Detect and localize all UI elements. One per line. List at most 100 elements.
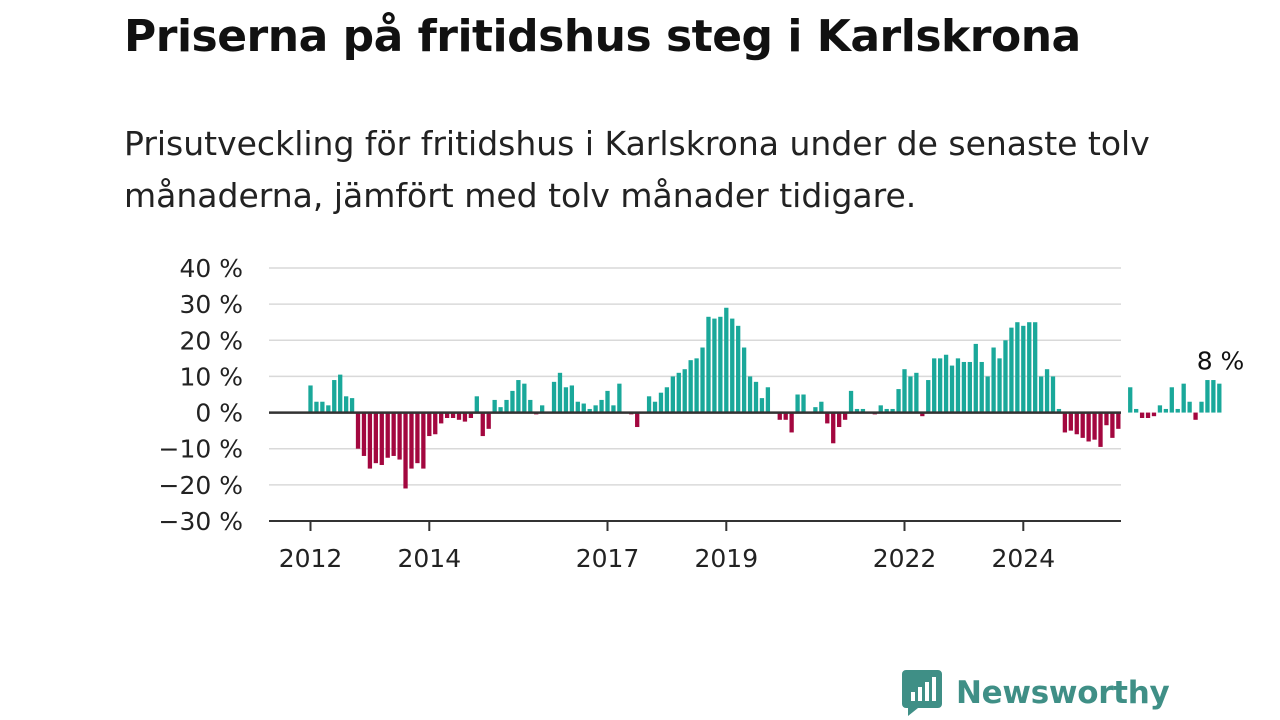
bar: [854, 408, 860, 413]
bar: [379, 412, 384, 465]
bar: [848, 390, 854, 413]
bar: [937, 358, 943, 413]
bar: [860, 408, 866, 413]
bar: [462, 412, 468, 422]
chart-title: Priserna på fritidshus steg i Karlskrona: [124, 11, 1081, 62]
y-tick-label: 10 %: [179, 362, 243, 391]
bar: [480, 412, 485, 437]
bar: [635, 412, 640, 428]
bar: [914, 372, 919, 413]
bar: [783, 412, 788, 420]
bar: [1163, 408, 1169, 413]
x-tick-label: 2022: [873, 544, 937, 573]
bar: [819, 401, 824, 413]
bars: [308, 307, 1222, 489]
bar: [961, 361, 967, 413]
bar: [949, 365, 955, 413]
bar: [1139, 412, 1145, 418]
bar: [676, 372, 681, 413]
bar: [1193, 412, 1198, 420]
bar: [1187, 401, 1192, 413]
bar: [908, 376, 913, 413]
x-tick-label: 2017: [576, 544, 640, 573]
bar: [1074, 412, 1079, 435]
bar: [955, 358, 961, 413]
bar: [391, 412, 396, 456]
bar: [825, 412, 830, 424]
brand-logo: Newsworthy: [902, 668, 1170, 718]
bar: [813, 407, 818, 413]
bar: [688, 360, 693, 413]
bar: [1009, 327, 1014, 413]
bar: [1104, 412, 1109, 426]
bar: [361, 412, 367, 456]
last-value-label: 8 %: [1197, 347, 1245, 376]
bar: [587, 408, 592, 413]
bar: [409, 412, 414, 469]
bar: [1098, 412, 1103, 447]
bar: [326, 405, 331, 413]
bar: [926, 380, 931, 413]
bar: [712, 318, 717, 413]
bar: [492, 399, 497, 413]
bar: [450, 412, 456, 418]
bar: [747, 376, 753, 413]
bar: [932, 358, 937, 413]
y-axis-labels: −30 % −20 % −10 % 0 % 10 % 20 % 30 % 40 %: [159, 254, 243, 536]
bar: [759, 398, 765, 413]
bar: [741, 347, 747, 413]
bar: [884, 408, 889, 413]
bar: [1145, 412, 1151, 418]
bar: [878, 405, 883, 413]
y-tick-label: −10 %: [159, 435, 243, 464]
bar: [308, 385, 313, 413]
bar: [730, 318, 735, 413]
bar: [1205, 380, 1210, 413]
x-tick-label: 2024: [991, 544, 1055, 573]
bar: [403, 412, 408, 489]
bar: [433, 412, 438, 435]
bar: [646, 396, 652, 413]
bar: [795, 394, 800, 413]
bar: [332, 380, 337, 413]
bar: [1128, 387, 1133, 413]
bar: [973, 343, 978, 413]
bar: [1116, 412, 1121, 429]
bar: [355, 412, 361, 449]
y-tick-label: 0 %: [195, 399, 243, 428]
bar: [1080, 412, 1085, 438]
x-tick-label: 2014: [397, 544, 461, 573]
bar: [753, 381, 759, 413]
bar: [837, 412, 842, 428]
bar: [1217, 383, 1222, 413]
bar: [664, 387, 670, 413]
bar: [658, 392, 664, 413]
bar: [314, 401, 319, 413]
bar: [1003, 340, 1008, 413]
bar: [522, 383, 527, 413]
bar: [349, 398, 355, 413]
bar: [1038, 376, 1044, 413]
bar: [1181, 383, 1186, 413]
bar: [367, 412, 373, 469]
bar: [967, 361, 972, 413]
bar: [943, 354, 949, 413]
bar: [444, 412, 450, 418]
bar: [605, 390, 610, 413]
bar: [581, 403, 586, 413]
bar: [593, 405, 598, 413]
bar: [1027, 322, 1032, 413]
bar: [724, 307, 729, 413]
y-tick-label: 40 %: [179, 254, 243, 283]
bar: [700, 347, 705, 413]
bar: [1169, 387, 1174, 413]
newsworthy-logo-icon: [902, 670, 942, 716]
bar: [557, 372, 563, 413]
bar: [985, 376, 990, 413]
bar: [1033, 322, 1038, 413]
y-tick-label: −20 %: [159, 471, 243, 500]
bar: [1199, 401, 1204, 413]
bar: [706, 316, 711, 413]
bar: [611, 405, 616, 413]
